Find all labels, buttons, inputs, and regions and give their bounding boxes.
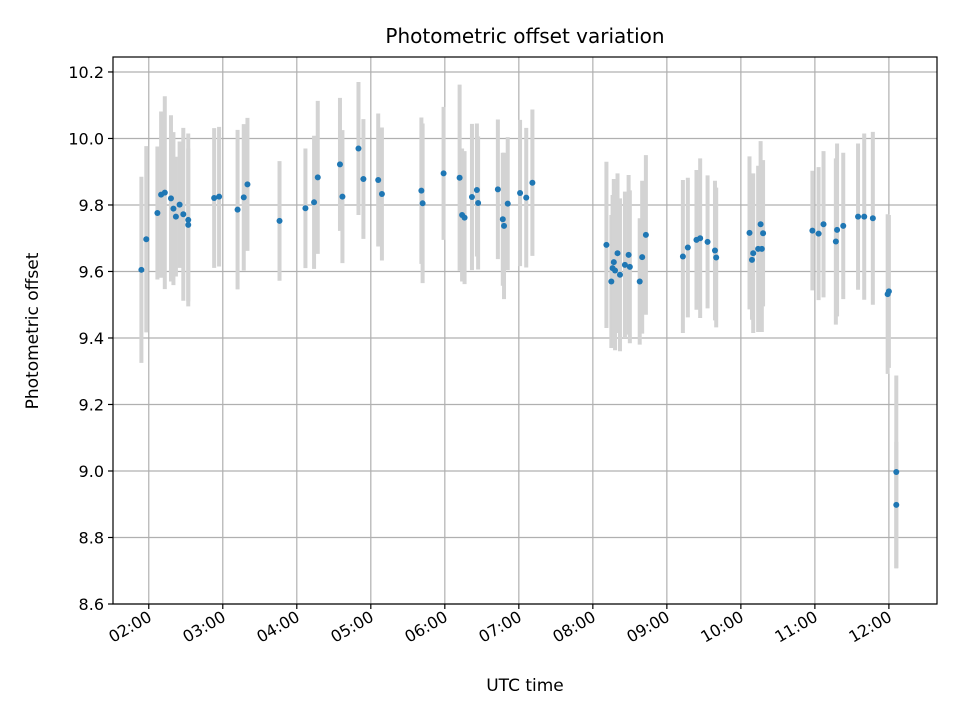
data-point bbox=[339, 193, 346, 200]
data-point bbox=[523, 194, 530, 201]
data-point bbox=[840, 222, 847, 229]
data-point bbox=[869, 215, 876, 222]
y-tick-label: 9.4 bbox=[79, 329, 104, 348]
data-point bbox=[185, 221, 192, 228]
data-point bbox=[234, 206, 241, 213]
data-point bbox=[314, 174, 321, 181]
data-point bbox=[240, 194, 247, 201]
data-point bbox=[501, 222, 508, 229]
data-point bbox=[311, 199, 318, 206]
data-point bbox=[468, 193, 475, 200]
x-axis-title: UTC time bbox=[486, 676, 564, 696]
data-point bbox=[185, 216, 192, 223]
data-point bbox=[758, 245, 765, 252]
data-point bbox=[711, 247, 718, 254]
data-point bbox=[855, 213, 862, 220]
data-point bbox=[276, 217, 283, 224]
data-point bbox=[832, 238, 839, 245]
data-point bbox=[504, 200, 511, 207]
data-point bbox=[757, 221, 764, 228]
data-point bbox=[893, 468, 900, 475]
data-point bbox=[216, 193, 223, 200]
data-point bbox=[809, 227, 816, 234]
data-point bbox=[885, 288, 892, 295]
data-point bbox=[834, 226, 841, 233]
data-point bbox=[475, 199, 482, 206]
y-tick-label: 8.6 bbox=[79, 595, 104, 614]
data-point bbox=[704, 238, 711, 245]
data-point bbox=[861, 213, 868, 220]
data-point bbox=[456, 174, 463, 181]
data-point bbox=[610, 259, 617, 266]
y-tick-label: 9.0 bbox=[79, 462, 104, 481]
data-point bbox=[625, 251, 632, 258]
y-tick-label: 10.0 bbox=[68, 129, 104, 148]
data-point bbox=[211, 194, 218, 201]
data-point bbox=[167, 195, 174, 202]
data-point bbox=[621, 261, 628, 268]
data-point bbox=[713, 254, 720, 261]
data-point bbox=[603, 241, 610, 248]
data-point bbox=[612, 267, 619, 274]
data-point bbox=[418, 187, 425, 194]
data-point bbox=[684, 244, 691, 251]
data-point bbox=[679, 253, 686, 260]
data-point bbox=[170, 205, 177, 212]
data-point bbox=[180, 211, 187, 218]
data-point bbox=[608, 278, 615, 285]
data-point bbox=[517, 190, 524, 197]
y-tick-label: 8.8 bbox=[79, 528, 104, 547]
data-point bbox=[176, 201, 183, 208]
y-tick-label: 10.2 bbox=[68, 63, 104, 82]
data-point bbox=[336, 161, 343, 168]
data-point bbox=[473, 187, 480, 194]
data-point bbox=[378, 190, 385, 197]
data-point bbox=[138, 266, 145, 273]
data-point bbox=[642, 231, 649, 238]
data-point bbox=[244, 181, 251, 188]
data-point bbox=[748, 256, 755, 263]
data-point bbox=[616, 271, 623, 278]
data-point bbox=[302, 205, 309, 212]
data-point bbox=[750, 250, 757, 257]
data-point bbox=[172, 213, 179, 220]
data-point bbox=[161, 189, 168, 196]
data-point bbox=[697, 235, 704, 242]
data-point bbox=[375, 177, 382, 184]
data-point bbox=[815, 230, 822, 237]
data-point bbox=[636, 278, 643, 285]
data-point bbox=[355, 145, 362, 152]
data-point bbox=[626, 263, 633, 270]
plot-frame bbox=[112, 56, 938, 605]
y-axis-ticks: 8.6 8.8 9.0 9.2 9.4 9.6 9.8 10.0 10.2 bbox=[68, 63, 113, 614]
data-point bbox=[419, 200, 426, 207]
y-tick-label: 9.8 bbox=[79, 196, 104, 215]
data-points bbox=[138, 145, 900, 508]
data-point bbox=[529, 179, 536, 186]
y-tick-label: 9.6 bbox=[79, 262, 104, 281]
data-point bbox=[360, 176, 367, 183]
data-point bbox=[494, 186, 501, 193]
data-point bbox=[499, 216, 506, 223]
y-tick-label: 9.2 bbox=[79, 395, 104, 414]
data-point bbox=[893, 501, 900, 508]
data-point bbox=[154, 209, 161, 216]
data-point bbox=[143, 236, 150, 243]
data-point bbox=[614, 250, 621, 257]
data-point bbox=[639, 254, 646, 261]
data-point bbox=[461, 214, 468, 221]
data-point bbox=[746, 229, 753, 236]
data-point bbox=[820, 221, 827, 228]
y-axis-title: Photometric offset bbox=[23, 252, 43, 409]
data-point bbox=[760, 230, 767, 237]
data-point bbox=[440, 170, 447, 177]
chart-title: Photometric offset variation bbox=[385, 24, 664, 48]
